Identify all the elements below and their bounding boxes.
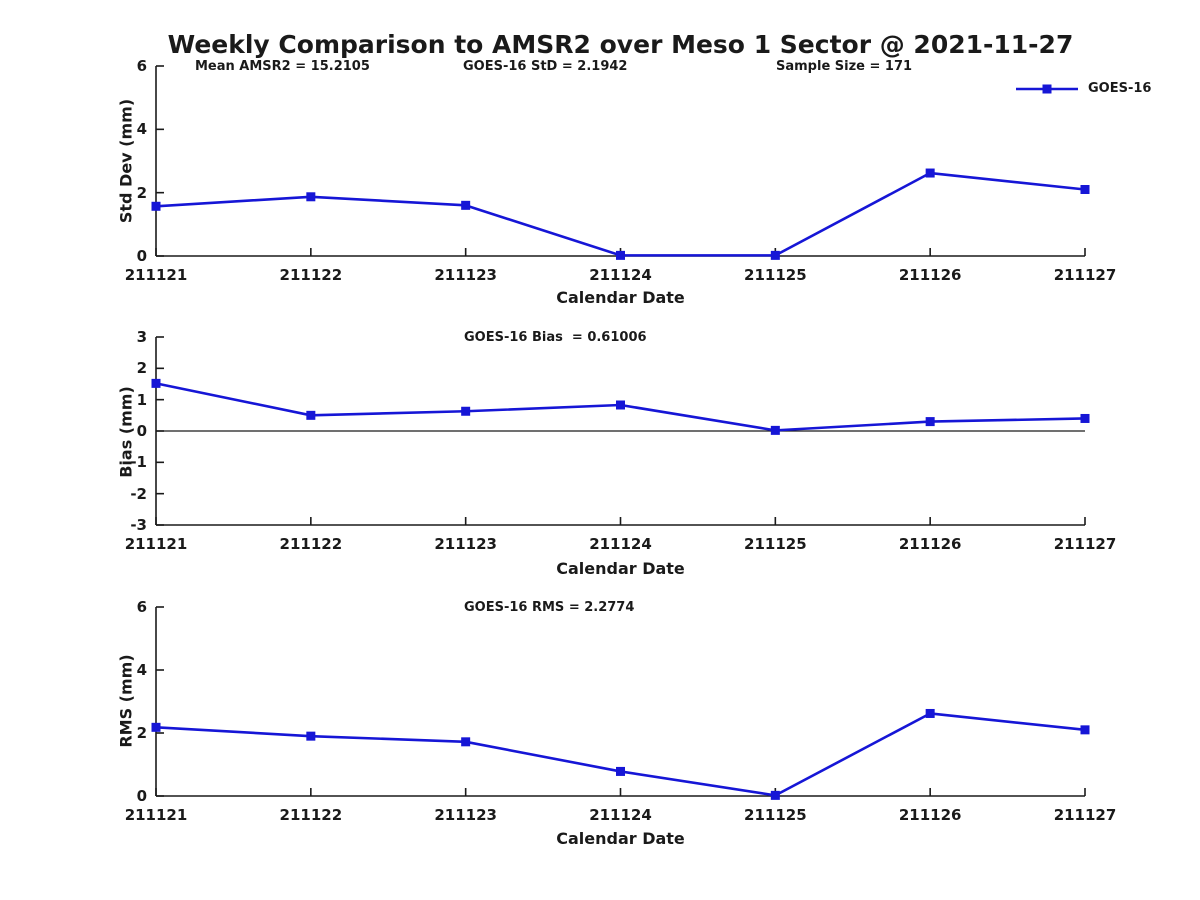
y-tick-label: 4 xyxy=(136,661,147,679)
x-tick-labels: 211121 211122 211123 211124 211125 211126 2111… xyxy=(125,535,1117,553)
data-point-marker xyxy=(1080,725,1090,735)
plot-rms: 211121 211122 211123 211124 211125 211126 2111… xyxy=(125,598,1117,824)
data-point-marker xyxy=(461,200,471,210)
x-tick-label: 211124 xyxy=(589,266,652,284)
x-tick-label: 211127 xyxy=(1053,806,1117,824)
data-point-marker xyxy=(461,737,471,747)
xlabel-bias: Calendar Date xyxy=(556,559,685,578)
y-tick-label: 0 xyxy=(136,787,147,805)
plot-bias: 211121 211122 211123 211124 211125 211126 2111… xyxy=(125,328,1117,553)
data-point-marker xyxy=(151,201,161,211)
x-tick-label: 211123 xyxy=(434,266,497,284)
y-tick-label: 2 xyxy=(136,724,147,742)
x-tick-label: 211121 xyxy=(124,535,188,553)
data-point-marker xyxy=(306,192,316,202)
legend: GOES-16 xyxy=(1016,81,1151,96)
x-tick-label: 211125 xyxy=(744,266,807,284)
y-tick-label: 2 xyxy=(136,359,147,378)
data-point-marker xyxy=(151,378,161,388)
annotation-goes16-bias: GOES-16 Bias = 0.61006 xyxy=(464,330,647,345)
data-point-marker xyxy=(151,722,161,732)
legend-label: GOES-16 xyxy=(1088,81,1152,96)
y-tick-label: 3 xyxy=(136,328,147,346)
x-tick-label: 211126 xyxy=(898,266,962,284)
y-tick-label: 0 xyxy=(136,422,147,440)
y-tick-label: -2 xyxy=(130,484,147,503)
y-tick-label: 6 xyxy=(136,598,147,616)
data-point-marker xyxy=(925,168,935,178)
data-point-marker xyxy=(616,250,625,260)
data-point-marker xyxy=(1080,413,1090,423)
x-tick-label: 211126 xyxy=(898,535,962,553)
annotation-mean-amsr2: Mean AMSR2 = 15.2105 xyxy=(195,59,370,74)
data-point-marker xyxy=(770,250,780,260)
annotation-goes16-std: GOES-16 StD = 2.1942 xyxy=(463,59,628,74)
data-point-marker xyxy=(770,425,780,435)
y-tick-label: 1 xyxy=(136,390,147,409)
data-point-marker xyxy=(616,400,625,410)
data-point-marker xyxy=(616,766,625,776)
x-tick-label: 211125 xyxy=(744,535,807,553)
plot-area xyxy=(151,65,1090,260)
plot-area xyxy=(151,606,1090,800)
x-tick-label: 211123 xyxy=(434,535,497,553)
data-point-marker xyxy=(306,410,316,420)
x-tick-label: 211121 xyxy=(124,806,188,824)
data-point-marker xyxy=(306,731,316,741)
plot-area xyxy=(151,336,1090,526)
y-tick-label: 6 xyxy=(136,57,147,75)
x-tick-label: 211123 xyxy=(434,806,497,824)
xlabel-rms: Calendar Date xyxy=(556,829,685,848)
y-tick-label: -3 xyxy=(130,516,147,534)
x-tick-label: 211127 xyxy=(1053,535,1117,553)
annotation-goes16-rms: GOES-16 RMS = 2.2774 xyxy=(464,600,635,615)
data-point-marker xyxy=(1080,185,1090,194)
x-tick-label: 211122 xyxy=(279,266,343,284)
legend-marker-icon xyxy=(1042,84,1052,93)
x-tick-label: 211122 xyxy=(279,535,343,553)
x-tick-label: 211124 xyxy=(589,806,652,824)
y-tick-labels: 0 2 4 6 xyxy=(103,57,147,265)
data-point-marker xyxy=(925,417,935,427)
x-tick-label: 211122 xyxy=(279,806,343,824)
x-tick-label: 211124 xyxy=(589,535,652,553)
y-tick-label: 0 xyxy=(136,247,147,265)
x-tick-labels: 211121 211122 211123 211124 211125 211126 2111… xyxy=(125,806,1117,824)
xlabel-std-dev: Calendar Date xyxy=(556,288,685,307)
figure-title: Weekly Comparison to AMSR2 over Meso 1 S… xyxy=(167,30,1074,59)
x-tick-label: 211121 xyxy=(124,266,188,284)
y-tick-label: -1 xyxy=(130,453,147,472)
series-line xyxy=(155,171,1086,257)
y-tick-label: 4 xyxy=(136,120,147,139)
y-tick-labels: 0 2 4 6 xyxy=(103,598,147,805)
y-tick-labels: -3 -2 -1 0 1 2 3 xyxy=(103,328,147,534)
data-point-marker xyxy=(925,708,935,718)
data-point-marker xyxy=(461,406,471,416)
plot-std-dev: 211121 211122 211123 211124 211125 211126 2111… xyxy=(125,57,1117,284)
data-point-marker xyxy=(770,790,780,800)
series-line xyxy=(155,712,1086,797)
x-tick-labels: 211121 211122 211123 211124 211125 211126 2111… xyxy=(125,266,1117,284)
y-tick-label: 2 xyxy=(136,183,147,202)
legend-line-icon xyxy=(1016,84,1078,93)
x-tick-label: 211125 xyxy=(744,806,807,824)
annotation-sample-size: Sample Size = 171 xyxy=(776,59,913,74)
x-tick-label: 211126 xyxy=(898,806,962,824)
x-tick-label: 211127 xyxy=(1053,266,1117,284)
